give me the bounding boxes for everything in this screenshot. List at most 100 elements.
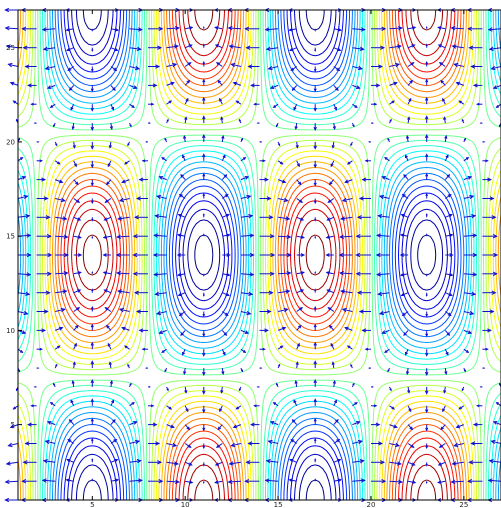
quiver-arrow: [67, 66, 74, 72]
quiver-arrow: [296, 179, 302, 186]
quiver-arrow: [240, 329, 250, 334]
quiver-arrow: [351, 382, 355, 388]
quiver-arrow: [133, 215, 148, 220]
quiver-arrow: [401, 311, 409, 317]
quiver-arrow: [490, 439, 501, 445]
quiver-arrow: [166, 461, 180, 466]
quiver-arrow: [18, 252, 32, 258]
quiver-arrow: [222, 311, 229, 317]
quiver-arrow: [371, 386, 374, 388]
quiver-arrow: [41, 478, 56, 483]
quiver-arrow: [371, 83, 381, 88]
quiver-arrow: [425, 60, 429, 67]
quiver-arrow: [461, 386, 465, 392]
quiver-arrow: [463, 329, 473, 334]
quiver-arrow: [371, 422, 381, 427]
quiver-arrow: [36, 347, 43, 351]
quiver-arrow: [36, 233, 52, 239]
quiver-arrow: [202, 43, 205, 48]
quiver-arrow: [407, 62, 415, 67]
quiver-arrow: [148, 441, 161, 446]
quiver-arrow: [277, 307, 289, 313]
quiver-arrow: [240, 176, 250, 181]
quiver-arrow: [341, 197, 353, 203]
quiver-arrow: [203, 25, 205, 29]
quiver-arrow: [247, 64, 260, 69]
quiver-arrow: [389, 100, 395, 105]
quiver-arrow: [451, 44, 464, 49]
quiver-arrow: [440, 424, 446, 431]
quiver-arrow: [202, 368, 206, 376]
quiver-arrow: [288, 478, 297, 483]
quiver-arrow: [278, 234, 292, 239]
quiver-arrow: [296, 235, 305, 239]
contour-level: [75, 9, 444, 501]
quiver-arrow: [228, 461, 241, 466]
quiver-arrow: [42, 46, 56, 51]
quiver-arrow: [118, 197, 130, 203]
quiver-arrow: [117, 216, 130, 221]
quiver-arrow: [358, 309, 371, 314]
contour-level: [63, 9, 456, 501]
quiver-arrow: [154, 291, 167, 296]
quiver-arrow: [479, 122, 483, 124]
quiver-arrow: [313, 341, 317, 350]
contour-level: [57, 9, 462, 501]
quiver-arrow: [103, 289, 112, 294]
quiver-arrow: [278, 271, 292, 276]
quiver-arrow: [202, 60, 206, 67]
quiver-arrow: [90, 179, 94, 187]
quiver-arrow: [350, 141, 353, 147]
quiver-arrow: [425, 96, 429, 105]
quiver-arrow: [425, 481, 428, 485]
quiver-arrow: [115, 252, 130, 258]
quiver-arrow: [325, 271, 334, 275]
quiver-arrow: [44, 439, 56, 445]
quiver-arrow: [90, 141, 95, 150]
quiver-arrow: [444, 368, 448, 376]
quiver-arrow: [492, 84, 501, 89]
quiver-arrow: [166, 26, 181, 31]
quiver-arrow: [289, 458, 297, 463]
quiver-arrow: [73, 324, 79, 331]
quiver-arrow: [230, 62, 242, 68]
quiver-arrow: [265, 46, 279, 51]
quiver-arrow: [250, 422, 260, 427]
quiver-arrow: [215, 443, 223, 448]
quiver-arrow: [240, 214, 254, 219]
quiver-arrow: [141, 347, 148, 351]
quiver-arrow: [407, 386, 411, 394]
quiver-arrow: [220, 116, 224, 124]
quiver-arrow: [129, 65, 141, 71]
quiver-arrow: [36, 309, 49, 314]
quiver-arrow: [352, 65, 364, 71]
quiver-arrow: [166, 44, 180, 49]
quiver-arrow: [467, 26, 483, 32]
quiver-arrow: [265, 459, 279, 464]
quiver-arrow: [203, 481, 205, 485]
quiver-arrow: [183, 368, 187, 376]
quiver-arrow: [339, 289, 353, 294]
quiver-arrow: [217, 79, 223, 86]
quiver-arrow: [333, 103, 337, 111]
quiver-arrow: [444, 173, 451, 180]
quiver-arrow: [90, 417, 94, 425]
quiver-arrow: [333, 478, 343, 483]
quiver-arrow: [115, 234, 130, 239]
quiver-arrow: [277, 326, 287, 331]
quiver-arrow: [381, 176, 390, 181]
quiver-arrow: [384, 348, 390, 354]
quiver-arrow: [406, 134, 410, 142]
quiver-arrow: [358, 196, 371, 201]
quiver-arrow: [277, 345, 284, 350]
contour-level: [71, 9, 448, 501]
y-tick-label: 20: [6, 138, 15, 146]
quiver-arrow: [55, 216, 68, 221]
quiver-arrow: [444, 154, 449, 162]
quiver-arrow: [7, 62, 19, 68]
quiver-arrow: [148, 122, 151, 124]
quiver-arrow: [12, 100, 19, 105]
quiver-arrow: [259, 177, 269, 182]
quiver-arrow: [202, 192, 206, 199]
quiver-arrow: [256, 122, 260, 124]
